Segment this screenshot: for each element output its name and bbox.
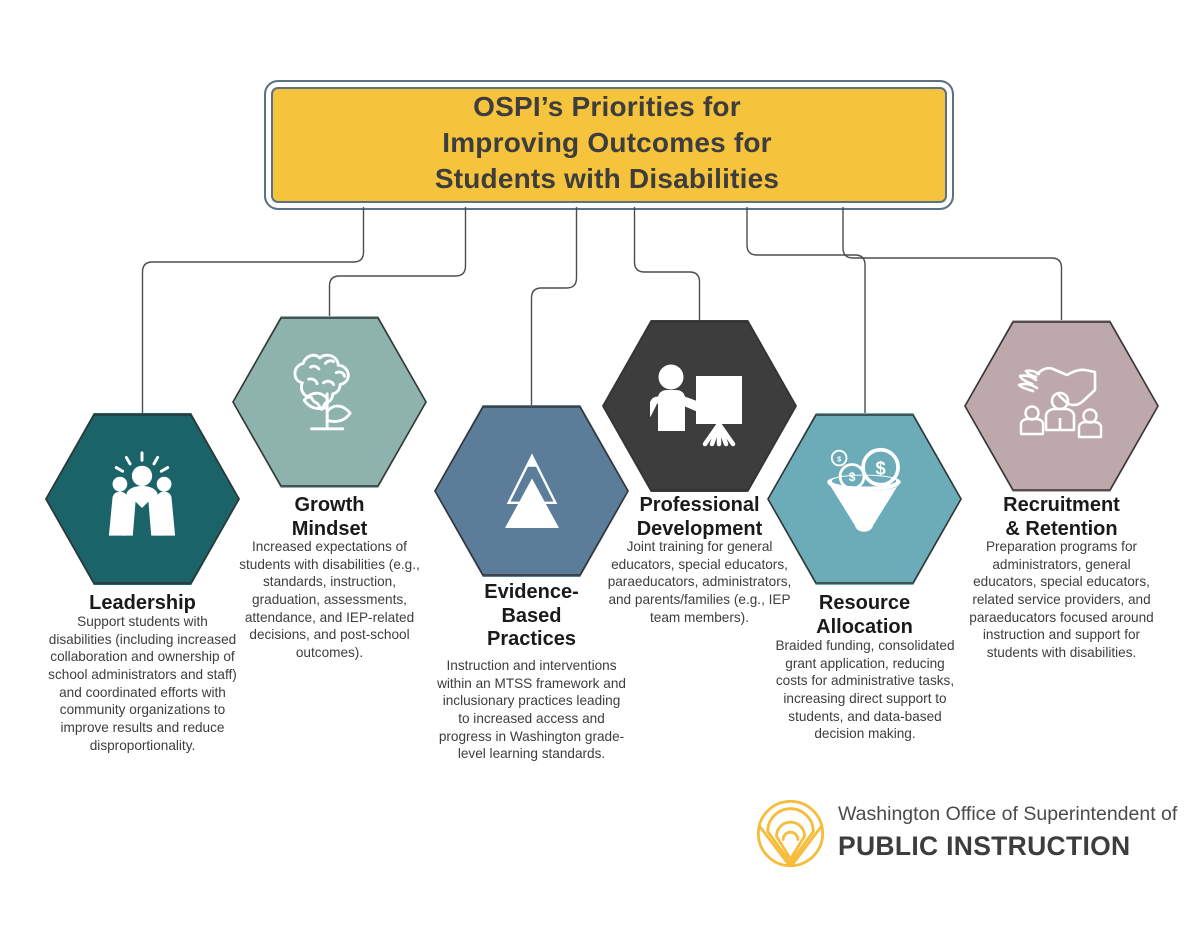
svg-text:$: $ xyxy=(837,454,841,463)
svg-text:$: $ xyxy=(875,458,885,479)
svg-text:$: $ xyxy=(849,470,856,484)
